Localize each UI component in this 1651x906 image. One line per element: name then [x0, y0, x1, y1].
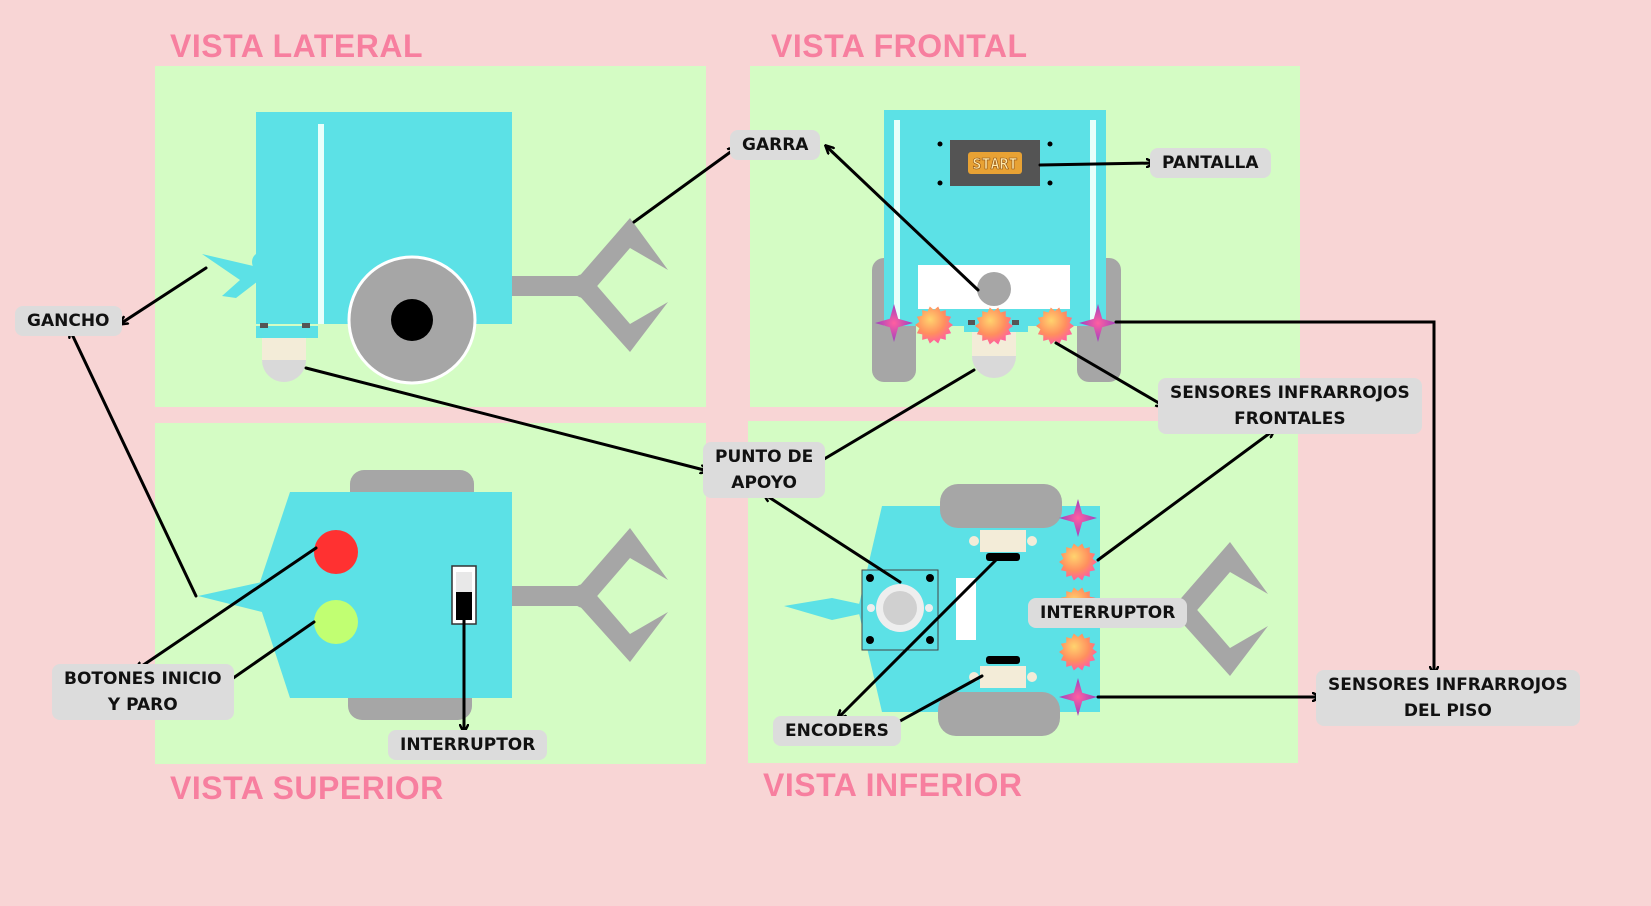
label-interruptor-superior: INTERRUPTOR — [388, 730, 548, 760]
star-sensor-icon — [1059, 678, 1097, 716]
arrow-icon — [838, 558, 998, 718]
star-sensor-icon — [1059, 499, 1097, 537]
ir-sensor-icon — [915, 306, 953, 344]
ir-sensor-icon — [1059, 543, 1097, 581]
hook-icon — [202, 254, 262, 298]
arrow-icon — [1096, 430, 1274, 562]
title-vista-frontal: VISTA FRONTAL — [771, 28, 1028, 64]
arrow-icon — [826, 146, 980, 292]
arrow-icon — [764, 494, 902, 584]
claw-icon — [572, 218, 668, 352]
arrow-icon — [1114, 320, 1434, 674]
ir-sensor-icon — [1059, 633, 1097, 671]
arrow-icon — [70, 330, 198, 598]
robot-front-view: START — [872, 110, 1121, 382]
star-sensor-icon — [1079, 304, 1117, 342]
ir-sensor-icon — [975, 307, 1013, 345]
arrow-icon — [1038, 163, 1154, 165]
title-vista-superior: VISTA SUPERIOR — [170, 770, 444, 806]
label-encoders: ENCODERS — [773, 716, 901, 746]
robot-bottom-view — [784, 484, 1268, 736]
label-gancho: GANCHO — [15, 306, 122, 336]
start-button-icon — [314, 530, 358, 574]
arrow-icon — [304, 366, 708, 471]
arrow-icon — [136, 546, 318, 670]
arrows — [70, 146, 1434, 732]
start-screen-icon: START — [937, 140, 1053, 186]
label-garra: GARRA — [730, 130, 821, 160]
robot-side-view — [202, 112, 586, 385]
label-sensores-piso: SENSORES INFRARROJOS DEL PISO — [1316, 670, 1580, 726]
title-vista-lateral: VISTA LATERAL — [170, 28, 423, 64]
arrow-icon — [632, 148, 736, 224]
label-sensores-frontales: SENSORES INFRARROJOS FRONTALES — [1158, 378, 1422, 434]
title-vista-inferior: VISTA INFERIOR — [763, 767, 1023, 803]
stop-button-icon — [314, 600, 358, 644]
arrow-icon — [804, 368, 976, 471]
star-sensor-icon — [875, 304, 913, 342]
arrow-icon — [1054, 341, 1164, 406]
ir-sensor-icon — [1036, 307, 1074, 345]
label-pantalla: PANTALLA — [1150, 148, 1271, 178]
label-botones: BOTONES INICIO Y PARO — [52, 664, 234, 720]
label-interruptor-inferior: INTERRUPTOR — [1028, 598, 1188, 628]
label-punto-apoyo: PUNTO DE APOYO — [703, 442, 826, 498]
claw-icon — [572, 528, 668, 662]
robot-top-view — [198, 470, 586, 720]
screen-start-text: START — [972, 155, 1017, 173]
arrow-icon — [120, 266, 208, 324]
